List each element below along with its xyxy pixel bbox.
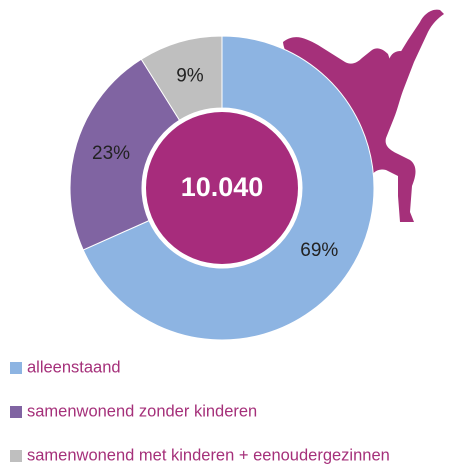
center-disc (146, 112, 298, 264)
legend-swatch (10, 450, 22, 462)
value-label: 23% (92, 143, 130, 164)
legend-label: alleenstaand (27, 358, 121, 376)
legend-label: samenwonend zonder kinderen (27, 402, 257, 420)
slice (82, 35, 375, 341)
center-label: 10.040 (181, 172, 264, 202)
value-label: 9% (176, 66, 204, 87)
legend-swatch (10, 406, 22, 418)
slice (140, 35, 223, 121)
legend-swatch (10, 362, 22, 374)
slice (69, 58, 181, 251)
legend-label: samenwonend met kinderen + eenoudergezin… (27, 446, 390, 464)
cartwheel-figure (283, 9, 444, 223)
value-label: 69% (300, 240, 338, 261)
